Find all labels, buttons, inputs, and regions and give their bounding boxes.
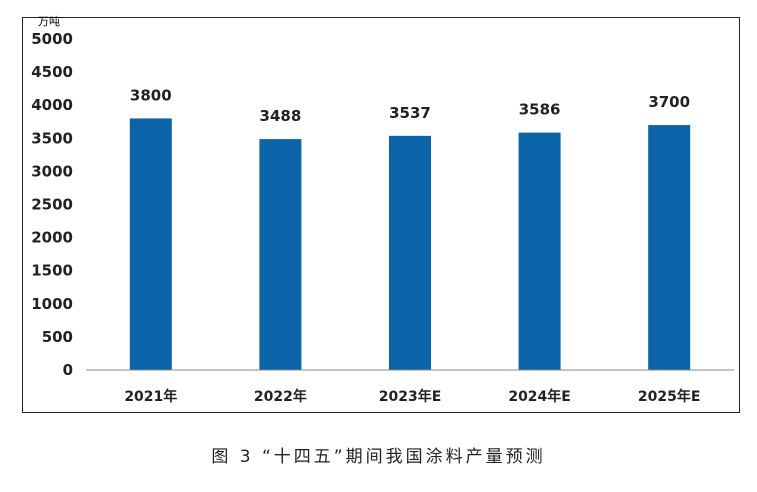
bar <box>389 135 431 370</box>
x-tick-label: 2023年E <box>379 388 442 405</box>
y-axis-ticks: 0 500 1000 1500 2000 2500 3000 3500 4000 4500 5000 <box>31 30 73 379</box>
bar-chart: 万吨 0 500 1000 1500 2000 2500 3000 3500 4000 4500 5… <box>31 15 734 405</box>
bar <box>259 139 302 370</box>
value-label: 3488 <box>260 107 302 125</box>
x-tick-label: 2022年 <box>254 388 307 405</box>
y-tick-label: 5000 <box>31 30 73 48</box>
y-tick-label: 4500 <box>31 63 73 81</box>
value-label: 3800 <box>130 86 172 104</box>
value-label: 3537 <box>389 104 431 122</box>
y-tick-label: 0 <box>63 361 73 379</box>
y-tick-label: 1000 <box>31 295 73 313</box>
y-tick-label: 2000 <box>31 229 73 247</box>
x-tick-label: 2024年E <box>508 388 571 405</box>
bar <box>518 132 561 370</box>
y-tick-label: 3500 <box>31 129 73 147</box>
x-tick-label: 2021年 <box>124 388 177 405</box>
bar <box>129 118 172 370</box>
y-tick-label: 500 <box>42 328 73 346</box>
y-tick-label: 3000 <box>31 162 73 180</box>
figure-caption: 图 3 “十四五”期间我国涂料产量预测 <box>211 447 546 467</box>
y-axis-unit-label: 万吨 <box>38 15 60 28</box>
bar <box>648 125 691 370</box>
y-tick-label: 2500 <box>31 196 73 214</box>
value-label: 3700 <box>648 93 690 111</box>
y-tick-label: 1500 <box>31 262 73 280</box>
x-tick-label: 2025年E <box>638 388 701 405</box>
value-labels: 3800 3488 3537 3586 3700 <box>130 86 690 125</box>
x-axis-labels: 2021年 2022年 2023年E 2024年E 2025年E <box>124 388 700 405</box>
bars <box>129 118 691 370</box>
value-label: 3586 <box>519 101 561 119</box>
y-tick-label: 4000 <box>31 96 73 114</box>
